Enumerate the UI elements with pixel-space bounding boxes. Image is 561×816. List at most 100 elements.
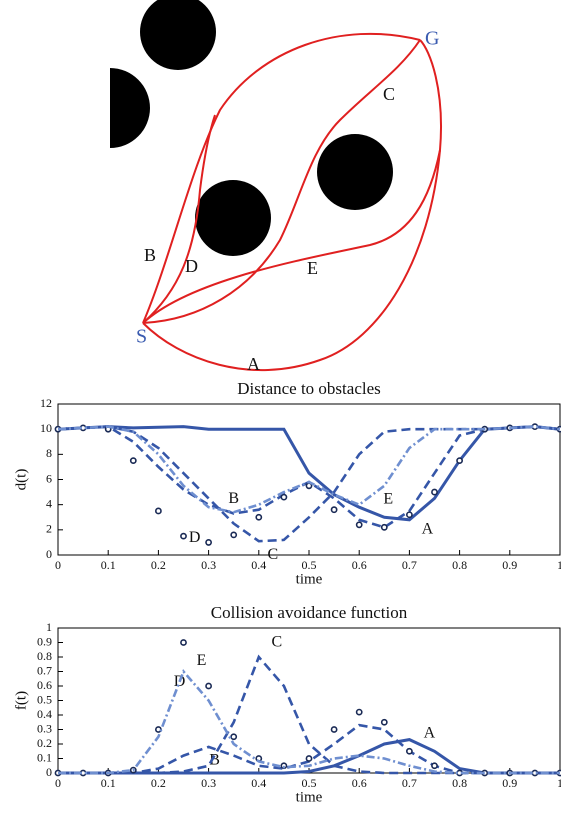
- x-tick-label: 0.7: [402, 776, 417, 790]
- x-tick-label: 0.2: [151, 558, 166, 572]
- data-point: [405, 511, 413, 519]
- path-label: B: [144, 245, 156, 265]
- x-tick-label: 0.7: [402, 558, 417, 572]
- x-tick-label: 0.8: [452, 558, 467, 572]
- x-tick-label: 0.2: [151, 776, 166, 790]
- obstacle: [110, 68, 150, 148]
- obstacle: [195, 180, 271, 256]
- data-point: [230, 733, 238, 741]
- x-tick-label: 0.3: [201, 558, 216, 572]
- y-axis-label: d(t): [13, 469, 29, 491]
- series-label: B: [228, 490, 239, 507]
- x-tick-label: 0.1: [101, 776, 116, 790]
- series-line: [58, 669, 560, 775]
- x-tick-label: 0.1: [101, 558, 116, 572]
- data-point: [456, 457, 463, 465]
- chart-title: Collision avoidance function: [211, 603, 408, 622]
- x-tick-label: 0: [55, 776, 61, 790]
- y-tick-label: 8: [46, 446, 52, 460]
- chart-title: Distance to obstacles: [237, 379, 381, 398]
- y-tick-label: 6: [46, 471, 52, 485]
- goal-label: G: [425, 28, 439, 50]
- y-tick-label: 0: [46, 765, 52, 779]
- data-point: [255, 513, 263, 521]
- y-tick-label: 0.5: [37, 692, 52, 706]
- data-point: [330, 506, 338, 514]
- series-label: C: [267, 546, 278, 563]
- data-point: [180, 532, 187, 540]
- x-tick-label: 0.6: [352, 558, 367, 572]
- x-axis-label: time: [296, 571, 323, 587]
- series-line: [57, 425, 561, 522]
- y-tick-label: 10: [40, 421, 52, 435]
- y-tick-label: 4: [46, 496, 52, 510]
- data-point: [431, 762, 438, 770]
- x-tick-label: 0.4: [251, 558, 266, 572]
- series-line: [57, 425, 561, 514]
- y-tick-label: 0.9: [37, 634, 52, 648]
- obstacle: [317, 134, 393, 210]
- x-tick-label: 0.9: [502, 558, 517, 572]
- series-label: E: [197, 652, 207, 669]
- y-tick-label: 0.6: [37, 678, 52, 692]
- data-point: [405, 747, 413, 755]
- y-tick-label: 2: [46, 522, 52, 536]
- series-label: E: [383, 490, 393, 507]
- data-point: [129, 457, 137, 465]
- x-tick-label: 1: [557, 776, 561, 790]
- y-tick-label: 0.1: [37, 750, 52, 764]
- x-tick-label: 0.8: [452, 776, 467, 790]
- data-point: [330, 726, 338, 733]
- y-tick-label: 0.8: [37, 649, 52, 663]
- data-point: [355, 708, 363, 716]
- x-tick-label: 0.9: [502, 776, 517, 790]
- series-label: B: [209, 752, 220, 769]
- path-label: A: [247, 354, 260, 374]
- data-point: [355, 521, 363, 529]
- x-tick-label: 0.3: [201, 776, 216, 790]
- data-point: [280, 493, 288, 501]
- x-axis-label: time: [296, 789, 323, 805]
- path-a: [142, 39, 442, 372]
- data-point: [205, 682, 212, 690]
- x-tick-label: 0.5: [302, 558, 317, 572]
- data-point: [380, 523, 388, 531]
- x-tick-label: 0.4: [251, 776, 266, 790]
- series-line: [57, 425, 561, 543]
- y-tick-label: 0: [46, 547, 52, 561]
- y-tick-label: 0.2: [37, 736, 52, 750]
- y-tick-label: 12: [40, 396, 52, 410]
- series-label: C: [271, 634, 282, 651]
- start-label: S: [136, 326, 147, 348]
- data-point: [380, 718, 388, 726]
- y-tick-label: 0.3: [37, 721, 52, 735]
- data-point: [154, 507, 162, 515]
- plot-frame: [57, 627, 561, 774]
- x-tick-label: 1: [557, 558, 561, 572]
- path-d: [142, 114, 216, 324]
- y-tick-label: 0.4: [37, 707, 52, 721]
- data-point: [305, 755, 313, 762]
- path-label: D: [185, 256, 198, 276]
- path-diagram: S G A B C D E: [110, 0, 442, 374]
- y-tick-label: 0.7: [37, 663, 52, 677]
- path-label: E: [307, 258, 318, 278]
- y-axis-label: f(t): [13, 691, 29, 710]
- series-label: A: [424, 724, 436, 741]
- data-point: [230, 531, 238, 539]
- series-label: D: [189, 529, 201, 546]
- series-line: [58, 738, 560, 775]
- x-tick-label: 0: [55, 558, 61, 572]
- path-c: [142, 39, 421, 324]
- path-e: [142, 149, 441, 324]
- path-b: [142, 32, 421, 324]
- data-point: [205, 539, 212, 546]
- series-line: [57, 425, 561, 529]
- path-label: C: [383, 84, 395, 104]
- series-line: [58, 654, 560, 775]
- series-label: A: [422, 520, 434, 537]
- data-point: [431, 488, 438, 496]
- data-point: [180, 639, 187, 646]
- obstacle: [140, 0, 216, 70]
